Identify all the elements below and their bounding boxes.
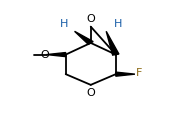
Polygon shape	[74, 31, 93, 44]
Text: F: F	[136, 68, 142, 78]
Text: O: O	[41, 50, 50, 60]
Text: O: O	[86, 88, 95, 98]
Polygon shape	[47, 53, 66, 57]
Polygon shape	[106, 31, 119, 55]
Text: O: O	[86, 14, 95, 24]
Polygon shape	[116, 72, 135, 76]
Text: H: H	[114, 19, 122, 29]
Text: H: H	[59, 19, 68, 29]
